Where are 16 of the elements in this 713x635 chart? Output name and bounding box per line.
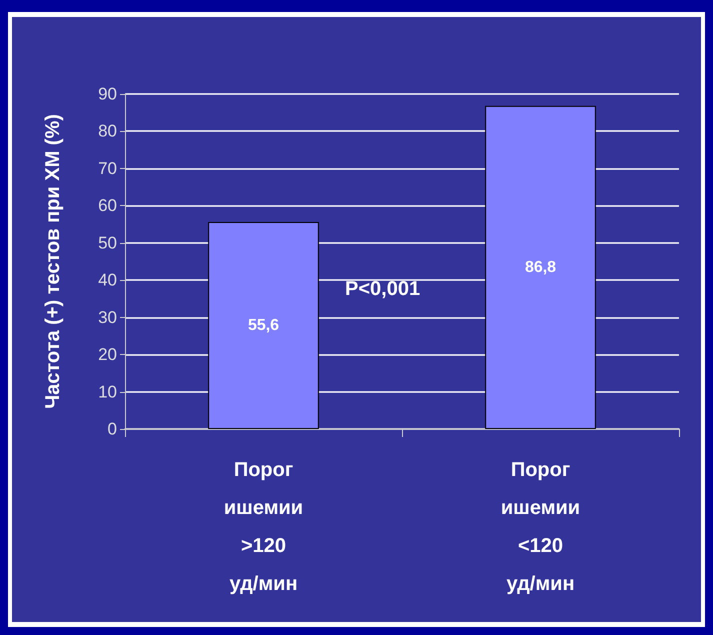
y-tick-label: 20: [98, 345, 117, 364]
y-tick-label: 50: [98, 233, 117, 252]
y-tick-label: 10: [98, 382, 117, 402]
y-tick-label: 80: [98, 122, 117, 141]
y-tick-label: 0: [108, 420, 117, 438]
data-label: 86,8: [524, 258, 556, 276]
x-tick-label: Порог ишемии >120 уд/мин: [224, 459, 304, 595]
x-tick-label: Порог ишемии <120 уд/мин: [500, 459, 580, 595]
y-axis-title: Частота (+) тестов при ХМ (%): [42, 114, 64, 409]
y-tick-label: 40: [98, 270, 117, 290]
y-tick-label: 90: [98, 84, 117, 104]
y-tick-label: 60: [98, 196, 117, 216]
data-label: 55,6: [248, 317, 280, 334]
y-tick-label: 70: [98, 158, 117, 178]
y-tick-label: 30: [98, 308, 117, 327]
annotation: P<0,001: [345, 278, 420, 300]
